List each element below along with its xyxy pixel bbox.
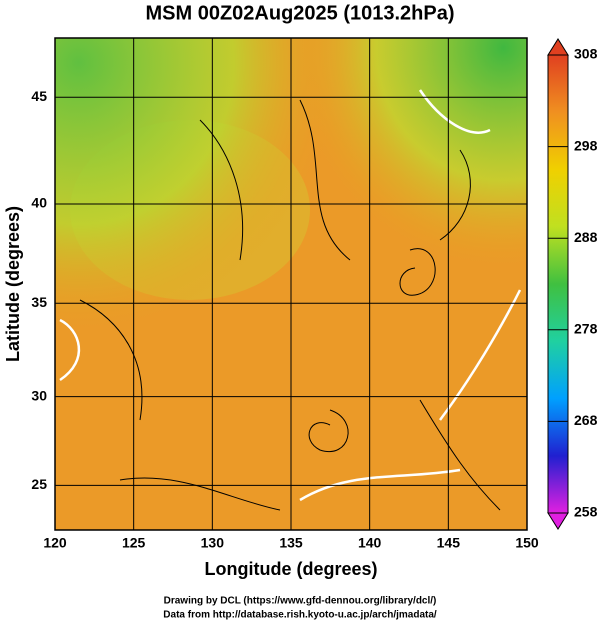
y-tick-label: 30 [31, 387, 47, 403]
colorbar-tick-label: 268 [574, 412, 598, 428]
y-tick-label: 25 [31, 476, 47, 492]
y-tick-label: 45 [31, 88, 47, 104]
contours [59, 89, 522, 502]
x-tick-label: 130 [201, 535, 225, 551]
colorbar-tick-label: 278 [574, 321, 598, 337]
y-tick-label: 35 [31, 294, 47, 310]
x-tick-label: 150 [515, 535, 539, 551]
y-axis-label: Latitude (degrees) [3, 206, 23, 362]
colorbar-extension [547, 512, 569, 530]
x-tick-label: 125 [122, 535, 146, 551]
x-tick-label: 140 [358, 535, 382, 551]
colorbar-tick-label: 258 [574, 504, 598, 520]
colorbar-tick-label: 298 [574, 137, 598, 153]
colorbar-tick-label: 308 [574, 46, 598, 62]
x-tick-label: 120 [43, 535, 67, 551]
title: MSM 00Z02Aug2025 (1013.2hPa) [145, 2, 454, 24]
x-axis-label: Longitude (degrees) [204, 559, 377, 579]
x-tick-label: 135 [279, 535, 303, 551]
colorbar-extension [547, 38, 569, 56]
footer-line: Data from http://database.rish.kyoto-u.a… [163, 610, 437, 621]
y-tick-label: 40 [31, 195, 47, 211]
x-tick-label: 145 [437, 535, 461, 551]
colorbar-tick-label: 288 [574, 229, 598, 245]
footer-line: Drawing by DCL (https://www.gfd-dennou.o… [164, 596, 437, 607]
colorbar [547, 54, 569, 514]
